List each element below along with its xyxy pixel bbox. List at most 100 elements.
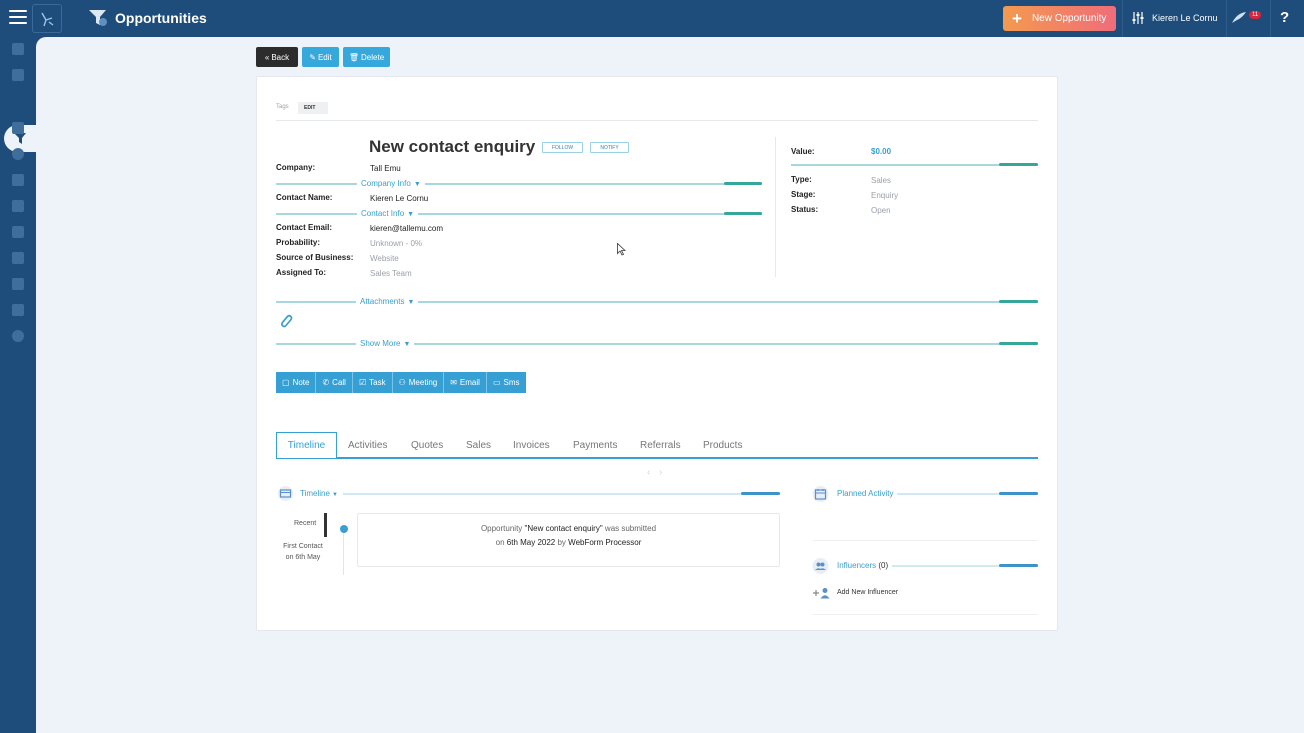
timeline-dropdown[interactable]: Timeline ▼ <box>300 489 338 498</box>
contact-name-label: Contact Name: <box>276 193 333 202</box>
edit-button[interactable]: ✎ Edit <box>302 47 339 67</box>
tab-sales[interactable]: Sales <box>466 439 492 451</box>
back-icon: « <box>264 52 270 62</box>
status-label: Status: <box>791 205 819 214</box>
call-button[interactable]: ✆ Call <box>316 372 353 393</box>
clipboard-icon[interactable] <box>12 252 24 264</box>
table-icon[interactable] <box>12 69 24 81</box>
back-button[interactable]: «Back <box>256 47 298 67</box>
show-more-toggle[interactable]: Show More ▼ <box>356 339 415 348</box>
recent-marker <box>324 513 327 537</box>
planned-activity-header[interactable]: Planned Activity <box>833 489 898 498</box>
tab-quotes[interactable]: Quotes <box>411 439 444 451</box>
tab-referrals[interactable]: Referrals <box>640 439 681 451</box>
new-opportunity-label: New Opportunity <box>1031 13 1107 24</box>
report-icon[interactable] <box>12 304 24 316</box>
app-switcher-button[interactable] <box>32 4 62 33</box>
building-icon[interactable] <box>12 43 24 55</box>
tabs-underline <box>276 457 1038 459</box>
divider <box>1226 0 1227 37</box>
timeline-line <box>343 493 780 495</box>
status-value: Open <box>871 206 891 215</box>
contact-email-value[interactable]: kieren@tallemu.com <box>370 224 444 233</box>
recent-label: Recent <box>294 520 317 527</box>
email-icon: ✉ <box>450 378 457 387</box>
help-icon[interactable]: ? <box>1280 9 1290 26</box>
divider <box>775 137 776 277</box>
tab-timeline[interactable]: Timeline <box>276 432 337 458</box>
notification-badge[interactable]: 11 <box>1249 11 1262 19</box>
email-label: Email <box>459 378 480 387</box>
sms-label: Sms <box>503 378 520 387</box>
notify-button[interactable]: NOTIFY <box>590 142 629 153</box>
bird-icon[interactable] <box>1231 11 1247 25</box>
timeline-entry[interactable] <box>357 513 780 567</box>
graduation-icon[interactable] <box>12 278 24 290</box>
tags-edit-button[interactable]: EDIT <box>298 102 328 114</box>
influencers-count: (0) <box>878 561 889 570</box>
gear-icon[interactable] <box>12 330 24 342</box>
probability-value: Unknown - 0% <box>370 239 423 248</box>
action-bar: ▢ Note ✆ Call ☑ Task ⚇ Meeting ✉ Email ▭ Sms <box>276 372 526 393</box>
sms-button[interactable]: ▭ Sms <box>486 372 526 393</box>
scroll-left-icon[interactable]: ‹ <box>647 467 651 478</box>
contact-name-value: Kieren Le Cornu <box>370 194 429 203</box>
attachments-toggle[interactable]: Attachments ▼ <box>356 297 419 306</box>
company-info-label: Company Info <box>361 179 411 188</box>
first-contact-line-2: on 6th May <box>285 554 321 561</box>
opportunity-card <box>256 76 1058 631</box>
divider <box>276 120 1038 121</box>
tab-activities[interactable]: Activities <box>348 439 388 451</box>
timeline-icon <box>278 486 293 501</box>
menu-icon[interactable] <box>9 10 27 26</box>
note-icon: ▢ <box>282 378 290 387</box>
type-label: Type: <box>791 175 812 184</box>
divider <box>1270 0 1271 37</box>
value-line-end <box>999 163 1038 166</box>
caret-down-icon: ▼ <box>413 181 421 188</box>
follow-button[interactable]: FOLLOW <box>542 142 583 153</box>
calendar-icon[interactable] <box>12 122 24 134</box>
company-info-line-end <box>724 182 762 185</box>
timeline-dot <box>340 525 348 533</box>
add-influencer-link[interactable]: Add New Influencer <box>837 589 899 596</box>
paperclip-icon[interactable] <box>279 313 293 329</box>
entry-on: on <box>495 538 507 547</box>
sliders-icon[interactable] <box>1131 11 1145 25</box>
company-info-toggle[interactable]: Company Info ▼ <box>357 179 425 188</box>
contact-info-line-end <box>724 212 762 215</box>
tab-payments[interactable]: Payments <box>573 439 618 451</box>
call-label: Call <box>332 378 346 387</box>
entry-date: 6th May 2022 <box>506 538 556 547</box>
delete-button[interactable]: 🗑 Delete <box>343 47 390 67</box>
contact-info-toggle[interactable]: Contact Info ▼ <box>357 209 419 218</box>
task-button[interactable]: ☑ Task <box>352 372 393 393</box>
timeline-entry-line-1: Opportunity "New contact enquiry" was su… <box>357 524 780 533</box>
back-label: Back <box>271 52 290 62</box>
tab-invoices[interactable]: Invoices <box>513 439 550 451</box>
value-line <box>791 164 1038 166</box>
company-value: Tall Emu <box>370 164 401 173</box>
source-value: Website <box>370 254 399 263</box>
influencers-header[interactable]: Influencers (0) <box>833 561 893 570</box>
tab-products[interactable]: Products <box>703 439 743 451</box>
user-name[interactable]: Kieren Le Cornu <box>1152 13 1218 23</box>
document-icon[interactable] <box>12 174 24 186</box>
cursor-icon <box>617 243 626 256</box>
dollar-icon[interactable] <box>12 148 24 160</box>
trend-icon[interactable] <box>12 226 24 238</box>
note-button[interactable]: ▢ Note <box>276 372 317 393</box>
stage-label: Stage: <box>791 190 816 199</box>
email-button[interactable]: ✉ Email <box>444 372 487 393</box>
add-user-icon[interactable] <box>812 587 831 599</box>
chart-icon[interactable] <box>12 200 24 212</box>
scroll-right-icon[interactable]: › <box>659 467 663 478</box>
attachments-line <box>276 301 1038 303</box>
new-opportunity-button[interactable]: + New Opportunity <box>1003 6 1116 31</box>
funnel-icon <box>14 133 26 144</box>
planned-activity-line-end <box>999 492 1038 495</box>
task-icon: ☑ <box>358 378 367 387</box>
meeting-button[interactable]: ⚇ Meeting <box>392 372 445 393</box>
assigned-value: Sales Team <box>370 269 412 278</box>
timeline-line-end <box>741 492 780 495</box>
